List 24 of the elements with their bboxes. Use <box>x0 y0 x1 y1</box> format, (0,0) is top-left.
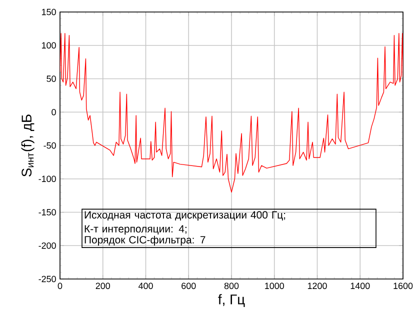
y-tick-label: -200 <box>38 242 56 249</box>
y-tick-label: 100 <box>42 42 56 49</box>
y-tick-label: -50 <box>44 142 56 149</box>
x-tick-label: 400 <box>138 282 153 290</box>
x-tick-label: 1400 <box>350 282 370 290</box>
x-tick-label: 1000 <box>265 282 284 290</box>
annotation: Исходная частота дискретизации 400 Гц; <box>84 211 286 221</box>
x-tick-label: 600 <box>182 282 196 290</box>
x-tick-label: 1600 <box>394 282 413 290</box>
annotation: Порядок CIC-фильтра: 7 <box>84 236 206 246</box>
line-series <box>60 33 404 193</box>
x-tick-label: 800 <box>224 282 239 290</box>
y-tick-label: 0 <box>52 108 56 116</box>
y-tick-label: -100 <box>38 176 56 182</box>
y-tick-label: 150 <box>42 8 56 16</box>
x-tick-label: 0 <box>58 282 62 290</box>
x-tick-label: 1200 <box>308 282 327 290</box>
annotation: К-т интерполяции: 4; <box>84 225 186 235</box>
y-tick-label: -150 <box>38 209 56 216</box>
x-tick-label: 200 <box>96 282 110 290</box>
y-tick-label: -250 <box>38 276 56 282</box>
y-tick-label: 50 <box>46 76 56 82</box>
x-axis-title: f, Гц <box>218 294 245 307</box>
y-axis-title: S$_{инт}$(f), дБ <box>21 114 34 177</box>
